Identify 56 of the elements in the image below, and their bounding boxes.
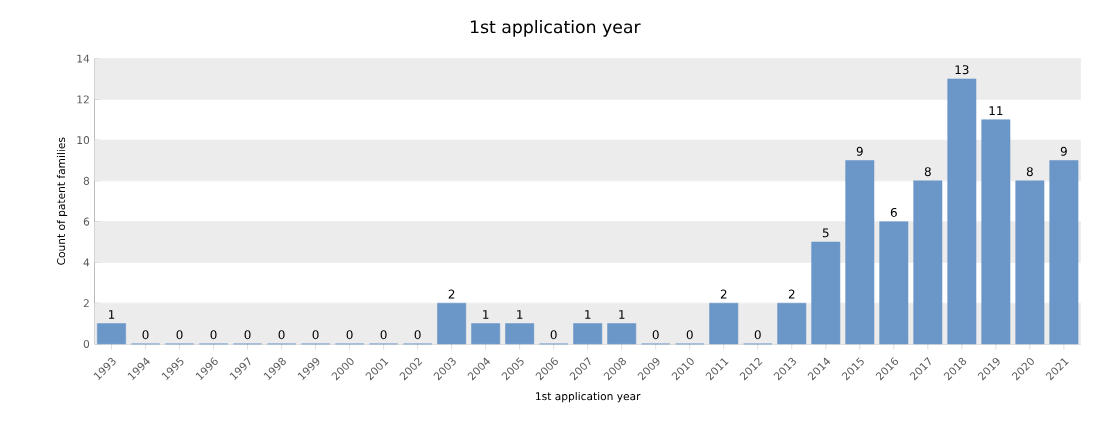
data-label: 0 xyxy=(312,330,319,340)
data-label: 0 xyxy=(176,330,183,340)
data-label: 1 xyxy=(483,310,489,319)
bar xyxy=(709,302,739,345)
data-label: 0 xyxy=(142,330,149,340)
y-tick-label: 6 xyxy=(83,217,90,226)
bar xyxy=(777,302,807,345)
data-label: 0 xyxy=(652,330,659,340)
data-label: 1 xyxy=(619,310,625,319)
data-label: 0 xyxy=(210,330,217,340)
data-label: 2 xyxy=(720,289,727,299)
bar xyxy=(845,160,875,345)
data-label: 9 xyxy=(1060,146,1067,156)
y-tick-label: 10 xyxy=(77,136,90,145)
data-label: 0 xyxy=(754,330,761,340)
data-label: 0 xyxy=(346,330,353,340)
bar xyxy=(607,323,637,345)
y-tick-label: 0 xyxy=(83,339,90,349)
data-label: 2 xyxy=(788,289,795,299)
bar xyxy=(981,119,1011,345)
data-label: 0 xyxy=(414,330,421,340)
data-label: 2 xyxy=(448,289,455,299)
y-tick-label: 4 xyxy=(83,258,90,267)
data-label: 5 xyxy=(822,228,829,238)
bar xyxy=(1015,180,1045,345)
bar xyxy=(879,221,909,345)
data-label: 1 xyxy=(517,310,523,319)
data-label: 1 xyxy=(109,310,115,319)
y-tick-label: 14 xyxy=(77,54,90,63)
data-label: 9 xyxy=(856,146,863,156)
y-tick-label: 2 xyxy=(83,299,89,308)
bar xyxy=(471,323,501,345)
data-label: 0 xyxy=(278,330,285,340)
bar xyxy=(947,78,977,345)
bar xyxy=(573,323,603,345)
x-axis-title: 1st application year xyxy=(536,392,641,403)
data-label: 13 xyxy=(955,65,969,75)
data-label: 8 xyxy=(924,167,931,177)
chart-title: 1st application year xyxy=(470,20,641,37)
data-label: 11 xyxy=(989,106,1003,116)
data-label: 0 xyxy=(550,330,557,340)
y-tick-label: 12 xyxy=(77,95,89,104)
data-label: 0 xyxy=(686,330,693,340)
bar xyxy=(97,323,126,345)
bar xyxy=(913,180,943,345)
bar xyxy=(505,323,535,345)
data-label: 8 xyxy=(1026,167,1033,177)
y-tick-label: 8 xyxy=(83,176,90,185)
data-label: 1 xyxy=(585,310,591,319)
y-axis-title: Count of patent families xyxy=(56,137,68,265)
data-label: 0 xyxy=(380,330,387,340)
data-label: 6 xyxy=(890,207,897,218)
bar xyxy=(437,302,467,345)
bar xyxy=(811,241,841,345)
bar xyxy=(1049,160,1079,345)
data-label: 0 xyxy=(244,330,251,340)
